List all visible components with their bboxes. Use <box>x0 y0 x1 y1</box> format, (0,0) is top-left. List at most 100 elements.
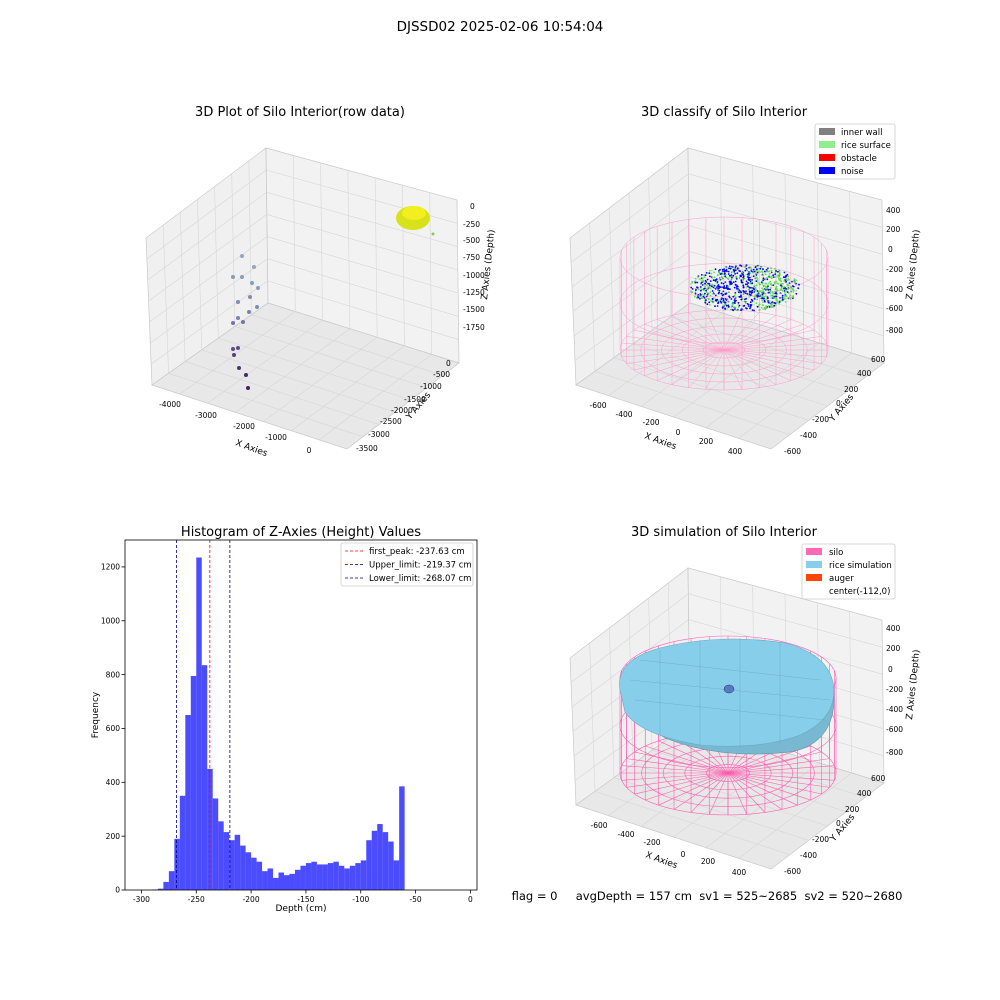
pane-grid-line <box>292 155 296 312</box>
classify-point <box>777 270 779 273</box>
raw-point <box>431 232 435 236</box>
pane-grid-line <box>231 173 236 327</box>
simulation-legend-swatch <box>806 574 822 581</box>
classify-point <box>748 293 751 296</box>
classify-point <box>762 292 764 294</box>
classify-point <box>770 295 772 297</box>
histogram-bar <box>185 715 191 890</box>
raw-point <box>241 320 245 324</box>
classify-point <box>739 264 741 267</box>
histogram-panel: Histogram of Z-Axies (Height) Values -30… <box>91 525 478 914</box>
cylinder-spoke <box>644 324 725 351</box>
cylinder-spoke <box>727 772 748 815</box>
classify-point <box>744 283 747 286</box>
simulation-legend-label: auger <box>829 574 854 584</box>
classify-ytick: -200 <box>812 415 829 424</box>
classify-point <box>785 275 788 277</box>
histogram-ytick-label: 600 <box>106 724 121 733</box>
histogram-bar <box>294 869 301 890</box>
classify-point <box>712 285 715 287</box>
classify-point <box>740 279 743 282</box>
classify-point <box>760 266 762 268</box>
simulation-ytick: 400 <box>857 789 872 798</box>
classify-point <box>750 275 753 278</box>
classify-point <box>758 309 761 311</box>
classify-legend-label: noise <box>841 167 864 177</box>
simulation-ytick: 0 <box>836 819 841 828</box>
classify-ztick: -400 <box>886 285 903 294</box>
histogram-bar <box>344 868 350 890</box>
classify-point <box>778 301 781 303</box>
classify-point <box>694 281 697 284</box>
raw-ytick: -1000 <box>420 382 442 391</box>
classify-point <box>721 276 723 279</box>
raw-ztick: -1500 <box>463 305 485 314</box>
classify-point <box>793 278 796 280</box>
raw-point <box>256 286 260 290</box>
classify-point <box>734 302 736 304</box>
pane-grid-line <box>150 258 268 344</box>
pane-grid-line <box>738 352 852 439</box>
histogram-ytick-label: 800 <box>106 670 121 679</box>
classify-point <box>720 292 723 295</box>
cylinder-spoke <box>634 772 729 795</box>
classify-point <box>779 289 782 292</box>
pane-grid-line <box>207 319 323 404</box>
histogram-reference-lines <box>176 540 231 890</box>
classify-point <box>784 290 787 293</box>
classify-point <box>696 287 699 289</box>
classify-point <box>747 285 749 288</box>
classify-point <box>758 294 761 296</box>
classify-point <box>703 294 705 296</box>
classify-point <box>711 283 713 286</box>
classify-point <box>760 297 763 300</box>
cylinder-spoke <box>723 315 777 351</box>
classify-point <box>708 301 711 304</box>
classify-point <box>743 300 746 303</box>
classify-point <box>700 274 703 276</box>
classify-point <box>773 302 776 304</box>
classify-point <box>788 282 791 284</box>
cylinder-spoke <box>658 740 729 774</box>
pane-grid-line <box>320 162 323 321</box>
classify-point <box>795 279 797 282</box>
classify-point <box>704 279 707 282</box>
classify-point <box>719 277 721 280</box>
raw-zlabel: Z Axies (Depth) <box>480 229 497 300</box>
classify-point <box>770 284 773 287</box>
classify-point <box>722 270 724 273</box>
classify-point <box>762 277 765 280</box>
classify-point <box>698 294 701 297</box>
classify-point <box>751 286 753 289</box>
classify-point <box>711 298 714 301</box>
classify-point <box>717 288 719 290</box>
pane-grid-line <box>291 345 405 431</box>
histogram-bar <box>327 863 334 890</box>
classify-point <box>704 282 706 285</box>
histogram-legend-label: Lower_limit: -268.07 cm <box>369 574 471 584</box>
raw-point <box>244 373 248 377</box>
classify-point <box>711 276 714 279</box>
simulation-legend-label: center(-112,0) <box>829 587 890 597</box>
cylinder-spoke <box>671 315 725 351</box>
classify-point <box>776 301 779 303</box>
classify-point <box>697 296 700 299</box>
classify-point <box>714 297 717 300</box>
classify-point <box>709 287 712 290</box>
classify-point <box>741 283 744 285</box>
classify-point <box>756 272 759 275</box>
histogram-bar <box>322 864 328 890</box>
classify-point <box>734 268 737 270</box>
classify-point <box>758 303 761 306</box>
simulation-ztick: 200 <box>886 644 901 653</box>
classify-point <box>791 280 793 283</box>
raw-zticks: 0 -250 -500 -750 -1000 -1250 -1500 -1750 <box>463 202 485 332</box>
classify-ytick: -400 <box>800 431 817 440</box>
classify-point <box>761 282 764 285</box>
cylinder-spoke <box>723 349 822 364</box>
classify-point <box>715 278 718 281</box>
raw-point <box>236 316 240 320</box>
classify-ztick: -600 <box>886 304 903 313</box>
cylinder-spoke <box>723 324 804 351</box>
simulation-legend-swatch <box>806 548 822 555</box>
